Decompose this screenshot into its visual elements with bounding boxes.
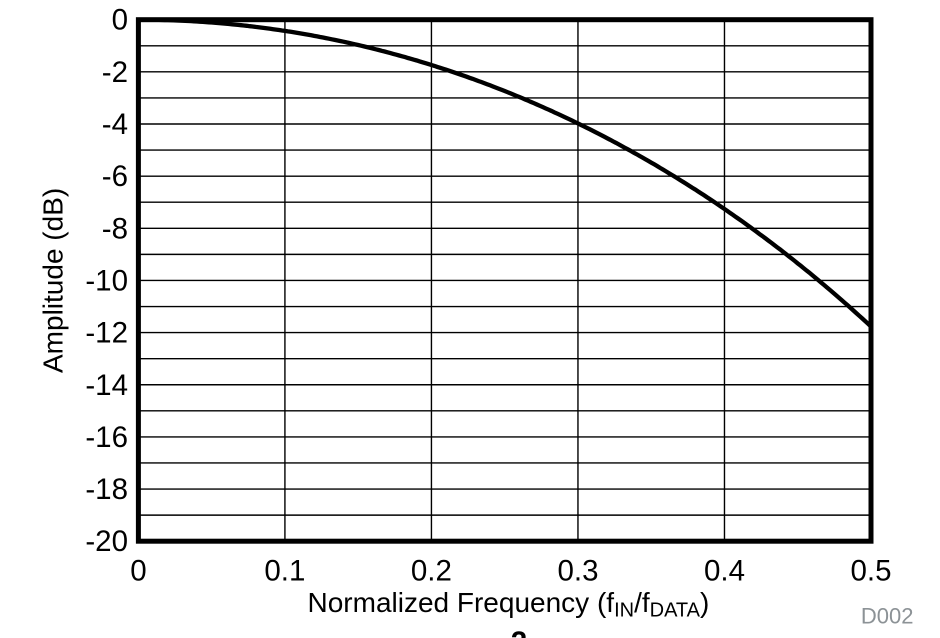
svg-text:Normalized Frequency (fIN/fDAT: Normalized Frequency (fIN/fDATA) bbox=[308, 587, 710, 622]
svg-text:0: 0 bbox=[130, 555, 146, 588]
svg-text:0.5: 0.5 bbox=[850, 555, 891, 588]
svg-text:-2: -2 bbox=[102, 56, 128, 89]
svg-text:0.4: 0.4 bbox=[704, 555, 745, 588]
svg-text:Amplitude (dB): Amplitude (dB) bbox=[38, 188, 69, 373]
svg-text:0.1: 0.1 bbox=[264, 555, 305, 588]
svg-text:-8: -8 bbox=[102, 212, 128, 245]
svg-text:-14: -14 bbox=[85, 369, 128, 402]
svg-text:-6: -6 bbox=[102, 160, 128, 193]
svg-text:-10: -10 bbox=[85, 264, 128, 297]
svg-text:0.3: 0.3 bbox=[557, 555, 598, 588]
svg-text:-18: -18 bbox=[85, 473, 128, 506]
svg-text:-4: -4 bbox=[102, 108, 128, 141]
svg-text:D002: D002 bbox=[861, 604, 914, 629]
svg-text:0.2: 0.2 bbox=[411, 555, 452, 588]
svg-text:-16: -16 bbox=[85, 421, 128, 454]
svg-text:2: 2 bbox=[511, 626, 527, 638]
svg-text:-12: -12 bbox=[85, 317, 128, 350]
svg-text:0: 0 bbox=[112, 4, 128, 37]
svg-text:-20: -20 bbox=[85, 525, 128, 558]
